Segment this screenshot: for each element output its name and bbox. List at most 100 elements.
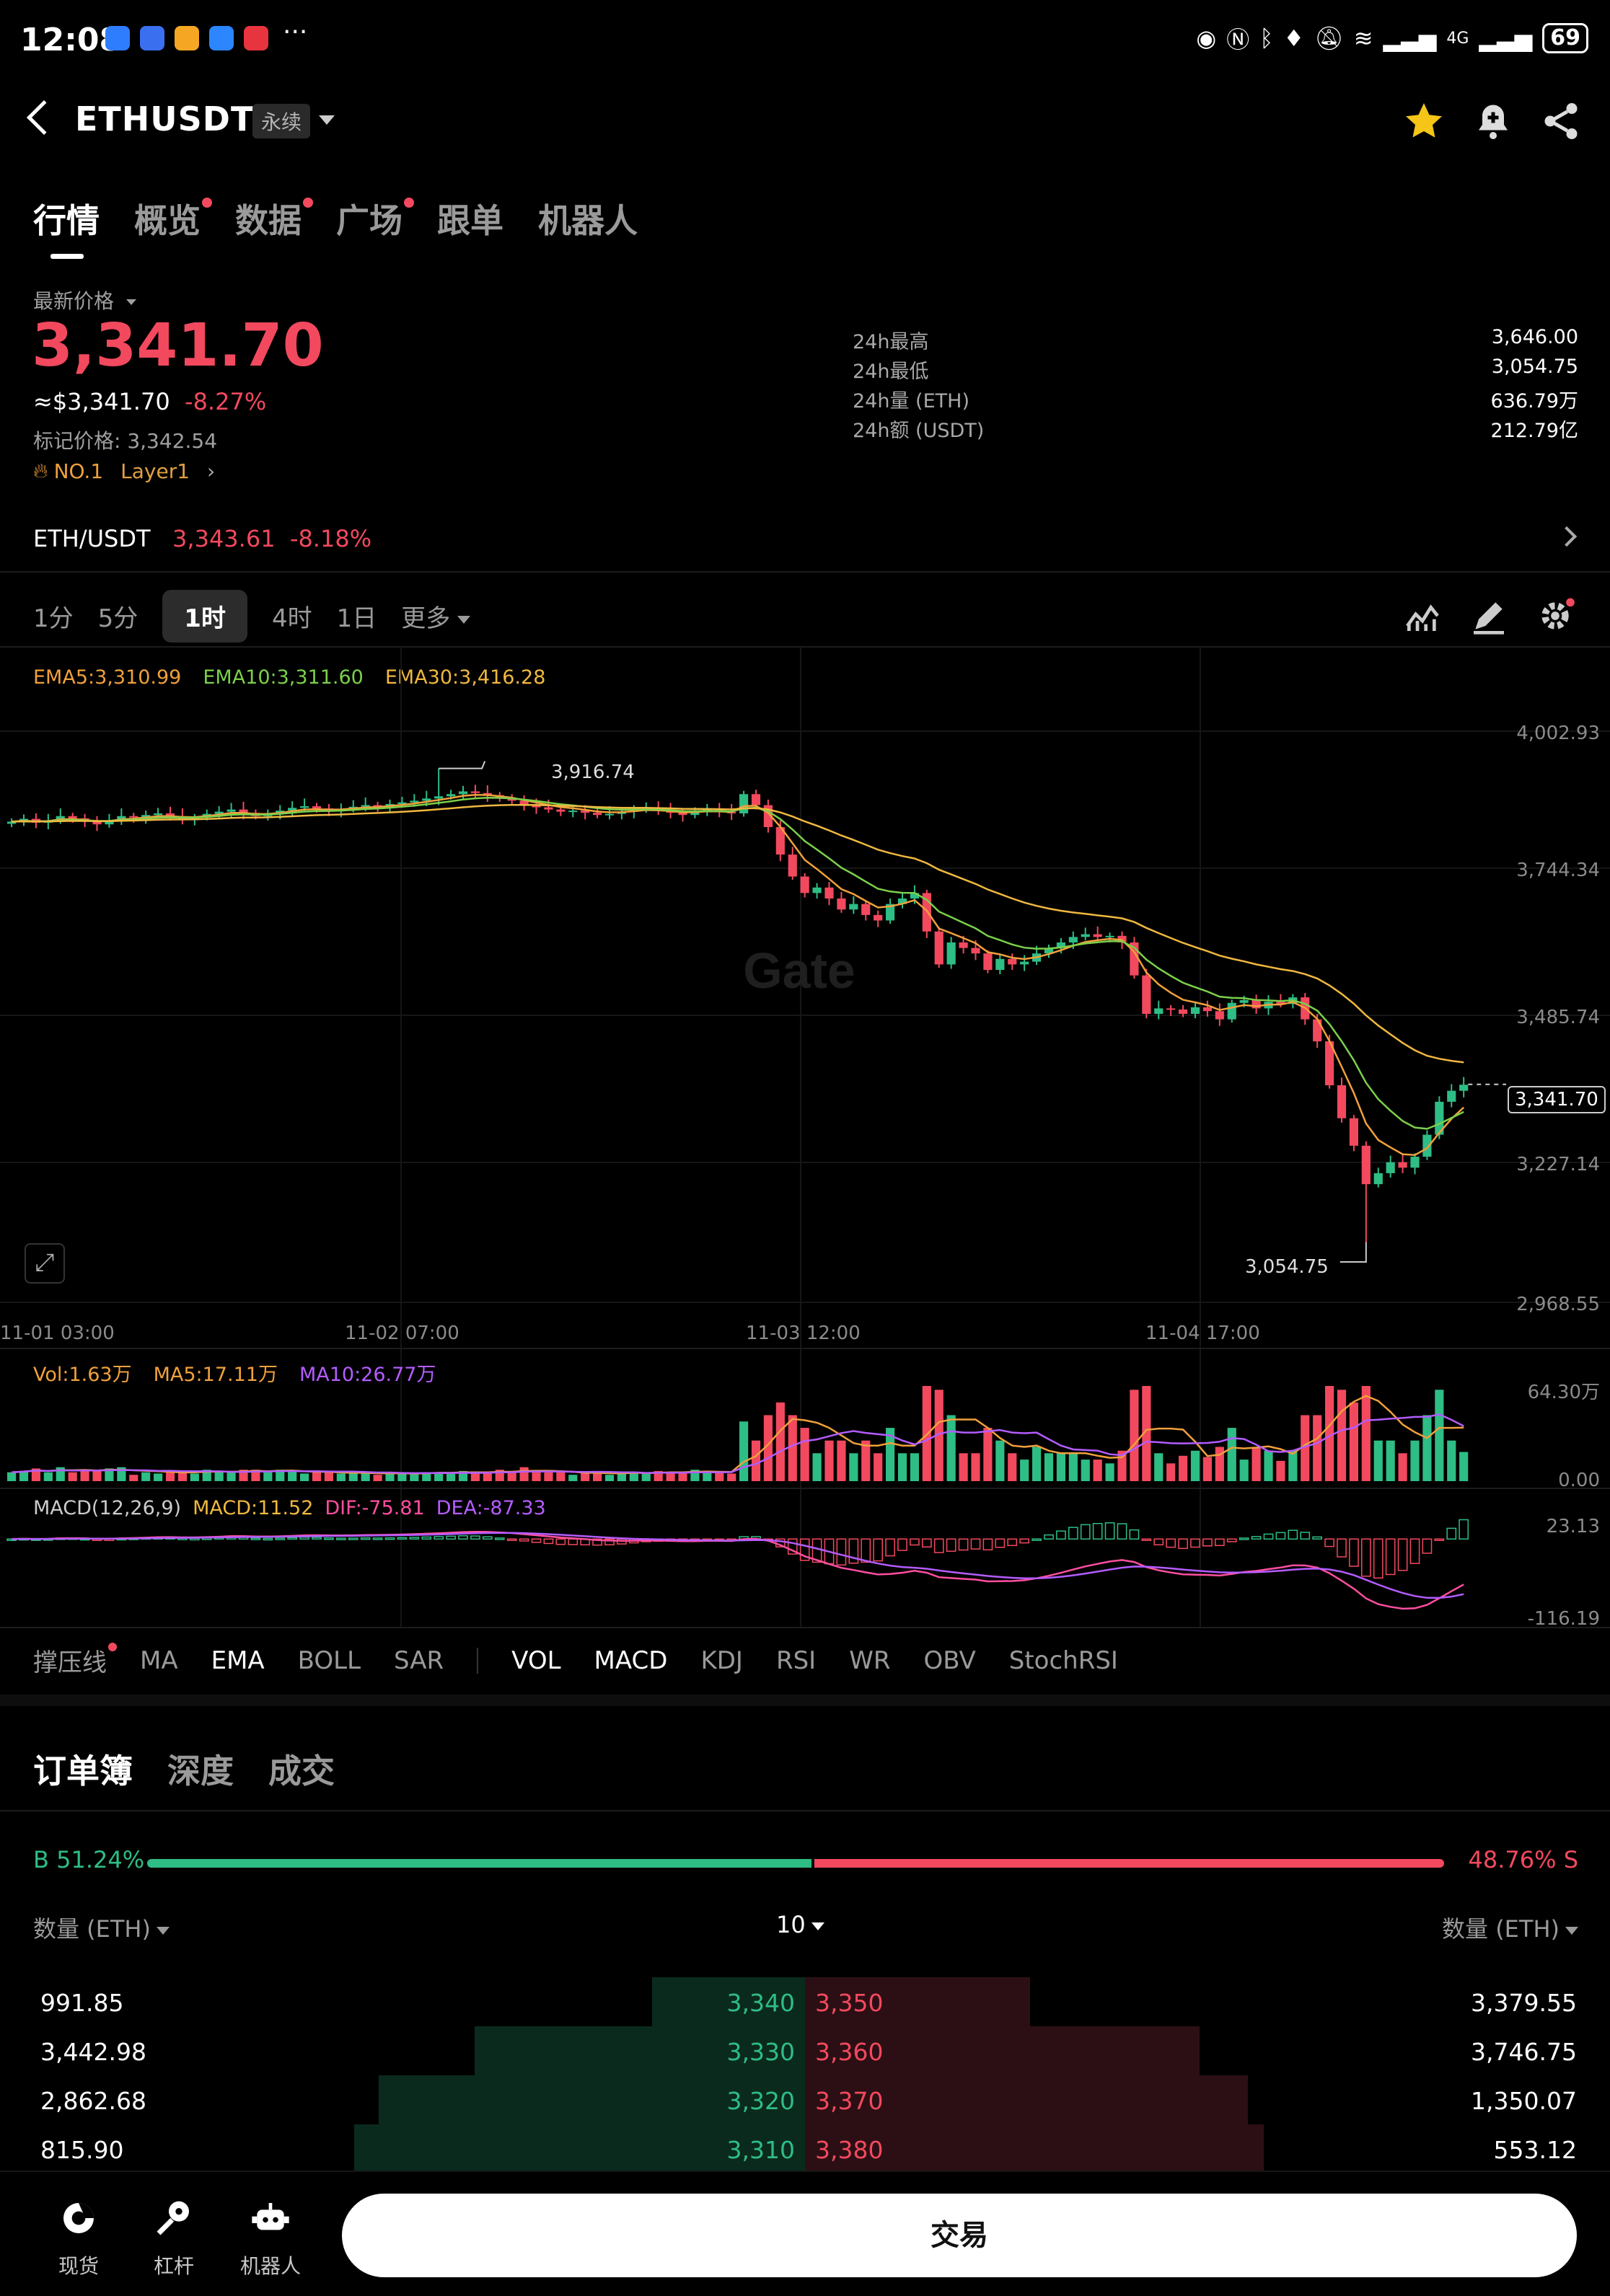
- interval-1h[interactable]: 1时: [162, 589, 247, 643]
- tab-depth[interactable]: 深度: [167, 1752, 234, 1791]
- interval-more[interactable]: 更多: [401, 591, 471, 641]
- candle-body: [886, 904, 895, 921]
- robot-icon: [252, 2203, 289, 2230]
- interval-bar: 1分 5分 1时 4时 1日 更多: [33, 588, 495, 643]
- nav-spot[interactable]: 现货: [32, 2198, 126, 2279]
- candle-body: [1373, 1173, 1383, 1185]
- candle-body: [1166, 1008, 1176, 1010]
- tab-copy-trading[interactable]: 跟单: [437, 195, 503, 245]
- indicator-stochrsi[interactable]: StochRSI: [1008, 1646, 1118, 1675]
- indicator-macd[interactable]: MACD: [594, 1646, 668, 1675]
- interval-1m[interactable]: 1分: [33, 604, 74, 633]
- interval-1d[interactable]: 1日: [336, 604, 377, 633]
- bottom-nav: 现货 杠杆 机器人 交易: [0, 2171, 1610, 2296]
- symbol-dropdown-icon[interactable]: [319, 115, 335, 125]
- bid-depth-bar: [378, 2075, 805, 2124]
- candle-body: [300, 806, 309, 808]
- volume-bar: [556, 1472, 566, 1481]
- low-marker-line: [1340, 1242, 1367, 1263]
- macd-histogram-bar: [958, 1538, 969, 1551]
- indicator-kdj[interactable]: KDJ: [700, 1646, 743, 1675]
- macd-histogram-bar: [1178, 1538, 1188, 1550]
- tab-square[interactable]: 广场: [336, 195, 414, 245]
- indicator-sar[interactable]: SAR: [394, 1646, 444, 1675]
- nav-margin[interactable]: 杠杆: [127, 2198, 221, 2279]
- chart-settings-icon[interactable]: [1535, 596, 1575, 636]
- orderbook-row[interactable]: 991.85 3,340 3,350 3,379.55: [0, 1977, 1610, 2026]
- macd-histogram-bar: [458, 1535, 468, 1540]
- volume-bar: [1239, 1460, 1249, 1481]
- macd-histogram-bar: [1409, 1538, 1420, 1564]
- low-marker: 3,054.75: [1245, 1256, 1329, 1278]
- tab-overview[interactable]: 概览: [134, 195, 212, 245]
- symbol-title[interactable]: ETHUSDT: [75, 100, 255, 138]
- volume-bar: [336, 1473, 346, 1481]
- ask-qty: 3,379.55: [1471, 1989, 1577, 2017]
- volume-bar: [1301, 1415, 1310, 1481]
- orderbook-row[interactable]: 815.90 3,310 3,380 553.12: [0, 2124, 1610, 2173]
- indicator-obv[interactable]: OBV: [923, 1646, 976, 1675]
- divider: [0, 1627, 1610, 1628]
- bid-depth-bar: [475, 2026, 805, 2075]
- indicator-boll[interactable]: BOLL: [297, 1646, 361, 1675]
- indicator-icon[interactable]: [1402, 596, 1443, 636]
- trade-button[interactable]: 交易: [342, 2194, 1577, 2277]
- stat-value: 212.79亿: [1490, 420, 1578, 442]
- bid-depth-bar: [354, 2124, 805, 2173]
- indicator-support-resistance[interactable]: 撑压线: [33, 1643, 117, 1678]
- candle-body: [837, 898, 846, 910]
- indicator-ma[interactable]: MA: [140, 1646, 178, 1675]
- nav-bots[interactable]: 机器人: [224, 2198, 317, 2279]
- indicator-ema[interactable]: EMA: [211, 1646, 265, 1675]
- chevron-down-icon: [156, 1926, 170, 1935]
- indicator-rsi[interactable]: RSI: [775, 1646, 817, 1675]
- macd-histogram-bar: [299, 1536, 309, 1540]
- tab-bots[interactable]: 机器人: [538, 195, 638, 245]
- tags-row[interactable]: 🔥︎ NO.1 Layer1 ›: [33, 459, 215, 483]
- interval-4h[interactable]: 4时: [271, 604, 312, 633]
- macd-histogram-bar: [885, 1538, 895, 1557]
- indicator-wr[interactable]: WR: [849, 1646, 891, 1675]
- macd-histogram-bar: [506, 1538, 517, 1541]
- tab-label: 跟单: [437, 201, 503, 240]
- precision-select[interactable]: 10: [776, 1911, 824, 1938]
- draw-tool-icon[interactable]: [1469, 596, 1509, 636]
- candle-body: [154, 813, 163, 816]
- share-icon[interactable]: [1539, 100, 1583, 143]
- macd-histogram-bar: [1202, 1538, 1213, 1547]
- candle-body: [56, 816, 65, 821]
- candle-body: [532, 805, 541, 808]
- tab-orderbook[interactable]: 订单簿: [33, 1752, 133, 1791]
- spot-price-row[interactable]: ETH/USDT 3,343.61 -8.18%: [33, 525, 371, 552]
- tab-market[interactable]: 行情: [33, 195, 100, 245]
- interval-5m[interactable]: 5分: [97, 604, 138, 633]
- tab-data[interactable]: 数据: [235, 195, 313, 245]
- volume-axis-label: 0.00: [1558, 1470, 1600, 1491]
- tab-trades[interactable]: 成交: [268, 1752, 335, 1791]
- fullscreen-icon[interactable]: ⤢: [25, 1243, 65, 1284]
- macd-histogram-bar: [1312, 1536, 1323, 1540]
- volume-bars: [7, 1386, 1469, 1481]
- volume-bar: [1142, 1386, 1151, 1481]
- spot-price: 3,343.61: [172, 525, 276, 552]
- star-icon[interactable]: [1402, 100, 1446, 143]
- macd-value: MACD:11.52: [193, 1497, 314, 1519]
- back-icon[interactable]: [26, 100, 62, 136]
- orderbook-row[interactable]: 3,442.98 3,330 3,360 3,746.75: [0, 2026, 1610, 2075]
- macd-histogram-bar: [1239, 1537, 1249, 1540]
- bid-qty-unit-select[interactable]: 数量 (ETH): [33, 1911, 170, 1944]
- divider: [477, 1647, 479, 1674]
- indicator-vol[interactable]: VOL: [511, 1646, 561, 1675]
- candle-body: [751, 794, 761, 805]
- price-alert-icon[interactable]: [1472, 100, 1515, 143]
- volume-bar: [1044, 1453, 1054, 1481]
- chevron-right-icon[interactable]: [1556, 526, 1578, 547]
- last-price-label[interactable]: 最新价格: [33, 286, 136, 314]
- candle-body: [458, 791, 468, 795]
- ask-price: 3,380: [815, 2136, 884, 2164]
- ask-qty: 553.12: [1493, 2136, 1577, 2164]
- candle-body: [1313, 1019, 1322, 1042]
- candlestick-chart[interactable]: Gate: [0, 648, 1610, 1630]
- ask-qty-unit-select[interactable]: 数量 (ETH): [1442, 1911, 1578, 1944]
- orderbook-row[interactable]: 2,862.68 3,320 3,370 1,350.07: [0, 2075, 1610, 2124]
